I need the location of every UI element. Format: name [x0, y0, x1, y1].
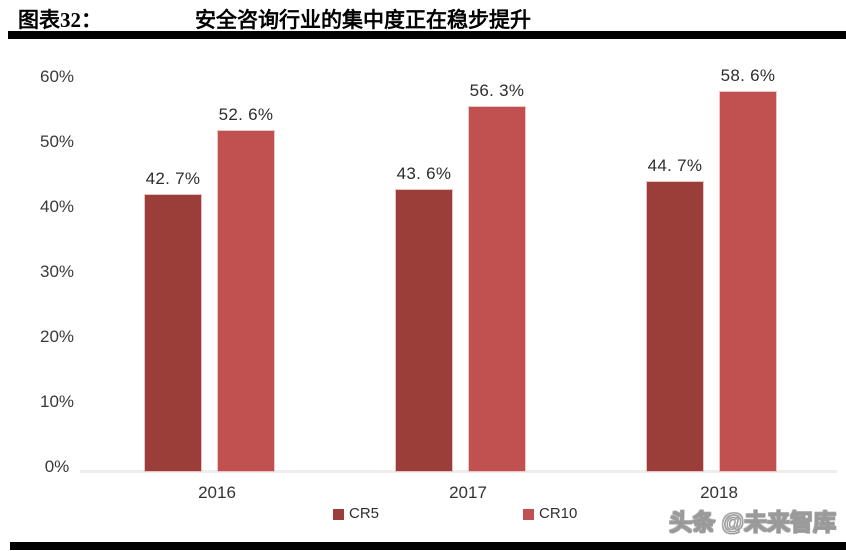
x-axis-line	[80, 470, 837, 473]
bar-cr10-2016	[217, 130, 275, 472]
bar-cr10-2017	[468, 106, 526, 472]
x-axis-label-2017: 2017	[449, 483, 487, 502]
watermark: 头条 @未来智库	[669, 509, 837, 536]
x-axis-label-2018: 2018	[700, 483, 738, 502]
y-axis-tick-label: 10%	[39, 392, 75, 411]
y-axis-tick-label: 50%	[39, 132, 75, 151]
y-axis-tick-label: 60%	[39, 67, 75, 86]
y-axis-tick-label: 30%	[39, 262, 75, 281]
y-axis-tick-label: 40%	[39, 197, 75, 216]
legend-item-cr10: CR10	[523, 506, 577, 522]
data-label-cr5-2016: 42. 7%	[145, 169, 201, 189]
data-label-cr5-2018: 44. 7%	[647, 156, 703, 176]
data-label-cr5-2017: 43. 6%	[396, 163, 452, 183]
bar-cr10-2018	[719, 91, 777, 472]
bar-cr5-2016	[144, 194, 202, 472]
bar-cr5-2018	[646, 181, 704, 472]
legend-label-cr10: CR10	[539, 505, 578, 522]
legend-marker-cr10	[523, 508, 534, 520]
page-title: 安全咨询行业的集中度正在稳步提升	[195, 8, 531, 32]
data-label-cr10-2018: 58. 6%	[720, 66, 776, 86]
legend-marker-cr5	[333, 508, 344, 520]
chart-header: 图表32： 安全咨询行业的集中度正在稳步提升	[0, 2, 846, 32]
figure-number-label: 图表32：	[18, 8, 102, 32]
legend-item-cr5: CR5	[333, 506, 379, 522]
bar-cr5-2017	[395, 188, 453, 472]
header-divider	[8, 31, 846, 39]
legend-label-cr5: CR5	[349, 505, 380, 522]
y-axis-tick-label: 0%	[44, 457, 70, 476]
x-axis-label-2016: 2016	[198, 483, 236, 502]
y-axis-tick-label: 20%	[39, 327, 75, 346]
data-label-cr10-2017: 56. 3%	[469, 81, 525, 101]
data-label-cr10-2016: 52. 6%	[218, 105, 274, 125]
bottom-divider	[10, 542, 846, 550]
